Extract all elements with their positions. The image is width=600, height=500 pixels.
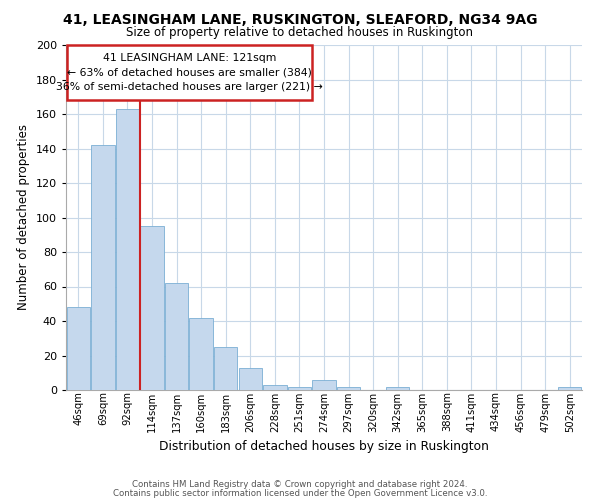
X-axis label: Distribution of detached houses by size in Ruskington: Distribution of detached houses by size …	[159, 440, 489, 453]
Text: Contains HM Land Registry data © Crown copyright and database right 2024.: Contains HM Land Registry data © Crown c…	[132, 480, 468, 489]
Bar	[140, 226, 164, 390]
FancyBboxPatch shape	[67, 45, 312, 100]
Bar	[67, 307, 90, 390]
Bar	[190, 318, 213, 390]
Bar	[214, 347, 238, 390]
Bar	[558, 386, 581, 390]
Text: Size of property relative to detached houses in Ruskington: Size of property relative to detached ho…	[127, 26, 473, 39]
Bar	[337, 386, 360, 390]
Bar	[386, 386, 409, 390]
Text: Contains public sector information licensed under the Open Government Licence v3: Contains public sector information licen…	[113, 488, 487, 498]
Bar	[288, 386, 311, 390]
Bar	[313, 380, 335, 390]
Y-axis label: Number of detached properties: Number of detached properties	[17, 124, 30, 310]
Bar	[116, 109, 139, 390]
Text: 41 LEASINGHAM LANE: 121sqm
← 63% of detached houses are smaller (384)
36% of sem: 41 LEASINGHAM LANE: 121sqm ← 63% of deta…	[56, 53, 323, 92]
Bar	[239, 368, 262, 390]
Text: 41, LEASINGHAM LANE, RUSKINGTON, SLEAFORD, NG34 9AG: 41, LEASINGHAM LANE, RUSKINGTON, SLEAFOR…	[63, 12, 537, 26]
Bar	[91, 145, 115, 390]
Bar	[165, 283, 188, 390]
Bar	[263, 385, 287, 390]
